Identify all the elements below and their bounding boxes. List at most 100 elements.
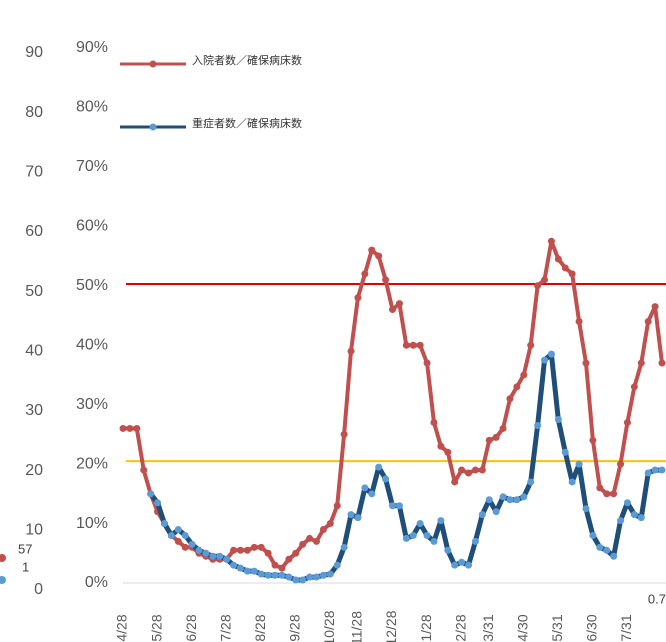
data-point [478,511,486,519]
data-point [264,571,272,579]
data-point [250,543,258,551]
data-point [209,552,217,560]
data-point [513,496,521,504]
data-point [458,558,466,566]
y-tick-label: 30 [25,402,43,419]
x-tick-label: 2/28 [452,614,468,641]
data-point [195,546,203,554]
legend-marker [149,123,157,131]
data-point [306,534,314,542]
data-point [340,430,348,438]
data-point [126,424,134,432]
y2-tick-label: 80% [76,99,108,116]
x-tick-label: 5/28 [148,614,164,641]
annotation: 1 [22,559,29,574]
y-tick-label: 10 [25,522,43,539]
data-point [188,540,196,548]
data-point [437,442,445,450]
data-point [257,570,265,578]
data-point [444,546,452,554]
x-tick-label: 6/30 [584,614,600,641]
data-point [637,514,645,522]
data-point [541,356,549,364]
data-point [292,576,300,584]
data-point [492,508,500,516]
data-point [278,564,286,572]
series-line [123,239,664,571]
data-point [382,475,390,483]
data-point [347,511,355,519]
data-point [395,300,403,308]
annotation: 0.7 [648,591,666,606]
data-point [471,466,479,474]
y2-tick-label: 70% [76,158,108,175]
y-tick-label: 90 [25,44,43,61]
data-point [534,282,542,290]
data-point [589,531,597,539]
x-tick-label: 4/28 [114,614,130,641]
data-point [596,543,604,551]
x-tick-label: 11/28 [349,611,365,642]
y-tick-label: 60 [25,223,43,240]
data-point [644,469,652,477]
data-point [547,350,555,358]
data-point [340,543,348,551]
data-point [409,341,417,349]
data-point [382,276,390,284]
data-point [617,460,625,468]
data-point [506,496,514,504]
data-point [596,484,604,492]
data-point [610,490,618,498]
y2-tick-label: 10% [76,515,108,532]
data-point [430,537,438,545]
data-point [250,567,258,575]
data-point [499,424,507,432]
data-point [492,433,500,441]
data-point [637,359,645,367]
data-point [465,469,473,477]
data-point [354,294,362,302]
data-point [423,531,431,539]
data-point [333,561,341,569]
data-point [416,341,424,349]
data-point [375,463,383,471]
data-point [423,359,431,367]
data-point [223,555,231,563]
x-tick-label: 9/28 [286,614,302,641]
data-point [389,502,396,510]
data-point [451,478,459,486]
data-point [264,549,272,557]
x-tick-label: 6/28 [183,614,199,641]
data-point [160,520,168,528]
data-point [582,505,590,513]
series-line [148,351,662,583]
data-point [347,347,355,355]
data-point [368,246,376,254]
data-point [527,341,535,349]
data-point [444,448,452,456]
data-point [644,317,652,325]
data-point [395,502,403,510]
data-point [658,359,666,367]
data-point [630,383,638,391]
annotation-dot [0,576,6,584]
data-point [326,570,334,578]
data-point [174,526,182,533]
x-tick-label: 7/28 [217,614,233,641]
data-point [361,484,369,492]
data-point [181,531,189,539]
data-point [167,531,175,539]
data-point [547,237,555,245]
data-point [292,549,300,557]
data-point [243,546,251,554]
y-tick-label: 0 [34,581,43,598]
data-point [603,546,611,554]
data-point [285,573,293,581]
y2-tick-label: 0% [85,574,108,591]
y-tick-label: 20 [25,462,43,479]
x-tick-label: 3/31 [480,614,496,641]
data-point [181,543,189,551]
data-point [202,549,210,557]
data-point [361,270,369,278]
data-point [554,416,562,424]
